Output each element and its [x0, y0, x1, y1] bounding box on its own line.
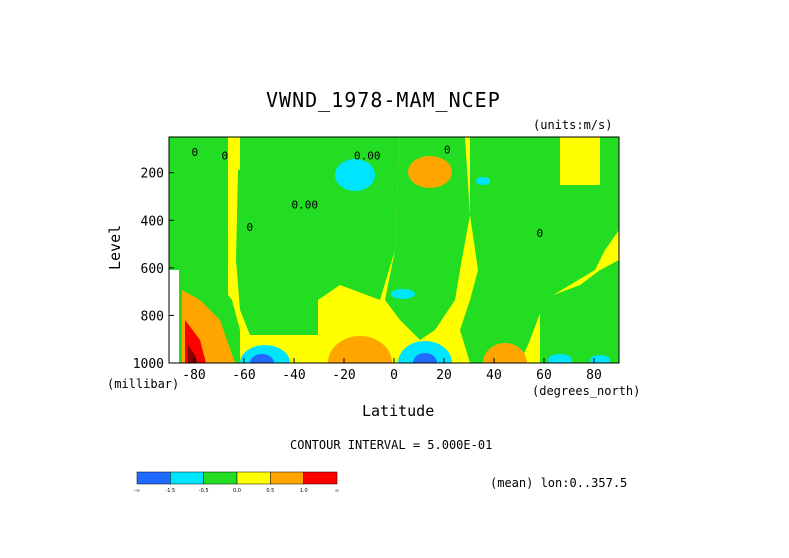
contour-label: 0.00: [354, 150, 381, 163]
y-tick-label: 600: [141, 262, 164, 277]
contour-labels: 0 0 0 0.00 0.00 0 0: [192, 144, 544, 240]
x-tick-label: 20: [436, 368, 452, 383]
colorbar-label: 1.0: [300, 488, 308, 494]
contour-label: 0: [444, 144, 451, 157]
colorbar-swatch: [170, 471, 204, 485]
contour-label: 0: [247, 221, 254, 234]
y-tick-label: 200: [141, 167, 164, 182]
y-ticks: 200 400 600 800 1000: [133, 167, 174, 372]
colorbar-swatch: [136, 471, 171, 485]
region-cyan-upper: [335, 159, 375, 191]
region-green-nh-low: [540, 260, 619, 363]
colorbar-label: ∞: [335, 488, 339, 494]
colorbar: -∞ -1.5 -0.5 0.0 0.5 1.0 ∞: [134, 471, 339, 494]
colorbar-label: -∞: [134, 488, 140, 494]
x-tick-label: 0: [390, 368, 398, 383]
region-cyan-small-1: [391, 289, 415, 299]
colorbar-swatch: [270, 471, 304, 485]
region-cyan-small-2: [476, 177, 490, 185]
region-orange-lower-left: [328, 336, 392, 363]
contour-label: 0.00: [292, 198, 319, 211]
x-tick-label: -40: [282, 368, 305, 383]
colorbar-swatch: [203, 471, 238, 485]
y-axis-label: Level: [106, 224, 124, 270]
x-ticks: -80 -60 -40 -20 0 20 40 60 80: [182, 358, 602, 383]
x-tick-label: -60: [232, 368, 255, 383]
region-missing: [169, 270, 179, 363]
colorbar-label: -1.5: [165, 488, 175, 494]
colorbar-swatch: [303, 471, 338, 485]
x-tick-label: -80: [182, 368, 205, 383]
colorbar-label: -0.5: [199, 488, 209, 494]
x-axis-label: Latitude: [362, 402, 435, 420]
region-blue-lower: [413, 353, 437, 363]
mean-label: (mean) lon:0..357.5: [490, 476, 628, 490]
contour-label: 0: [192, 146, 199, 159]
region-cyan-small-4: [590, 355, 610, 363]
region-orange-upper: [408, 156, 452, 188]
colorbar-swatch: [236, 471, 271, 485]
region-green-nh: [460, 137, 619, 363]
region-green-central-top: [240, 137, 330, 180]
contour-label: 0: [222, 150, 229, 163]
colorbar-label: 0.0: [233, 488, 241, 494]
contour-interval-label: CONTOUR INTERVAL = 5.000E-01: [290, 438, 493, 452]
y-axis-units: (millibar): [107, 377, 180, 391]
x-tick-label: 80: [586, 368, 602, 383]
region-cyan-lower: [398, 341, 452, 363]
x-tick-label: -20: [332, 368, 355, 383]
units-label: (units:m/s): [533, 118, 613, 132]
region-blue-lower-sh: [250, 354, 274, 363]
colorbar-label: 0.5: [266, 488, 274, 494]
contour-field: [169, 137, 619, 363]
x-axis-units: (degrees_north): [532, 384, 641, 398]
region-darkred-antarctic: [188, 345, 198, 363]
region-cyan-small-3: [548, 354, 572, 363]
y-tick-label: 1000: [133, 357, 164, 372]
y-tick-label: 400: [141, 214, 164, 229]
contour-label: 0: [537, 227, 544, 240]
chart-title: VWND_1978-MAM_NCEP: [266, 88, 501, 112]
x-tick-label: 60: [536, 368, 552, 383]
y-tick-label: 800: [141, 309, 164, 324]
x-tick-label: 40: [486, 368, 502, 383]
